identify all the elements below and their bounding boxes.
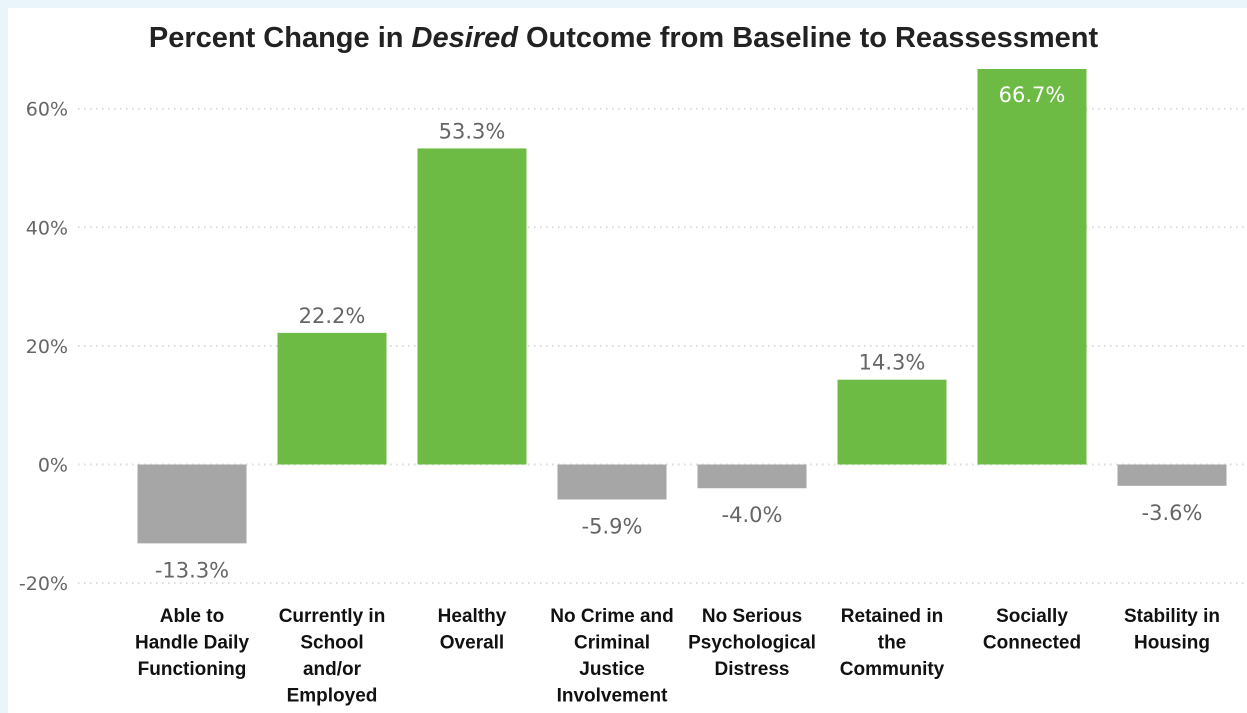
category-label-line: Justice: [579, 659, 644, 680]
category-label-line: Involvement: [557, 686, 669, 707]
bar: [417, 148, 527, 465]
title-part-2: Outcome from Baseline to Reassessment: [517, 22, 1099, 54]
bar: [557, 464, 667, 500]
category-label-line: Able to: [160, 606, 224, 627]
category-label-line: Healthy: [438, 606, 507, 627]
category-label: Retained in the Community: [840, 606, 945, 680]
category-label: No Serious Psychological Distress: [688, 606, 816, 680]
bar: [697, 464, 807, 489]
category-label-line: Overall: [440, 633, 504, 654]
category-label: Currently in School and/or Employed: [279, 606, 386, 707]
category-label: Socially Connected: [983, 606, 1081, 654]
category-label: Stability in Housing: [1124, 606, 1220, 654]
y-tick-label: -20%: [19, 573, 68, 595]
category-label-line: Community: [840, 659, 945, 680]
title-part-1: Percent Change in: [148, 22, 412, 54]
bar: [277, 332, 387, 465]
y-tick-label: 0%: [38, 455, 68, 477]
category-label-line: No Crime and: [550, 606, 674, 627]
category-label-line: and/or: [303, 659, 362, 680]
category-label: Healthy Overall: [438, 606, 507, 654]
bar: [837, 379, 947, 465]
category-label-line: Employed: [287, 686, 378, 707]
data-label: -3.6%: [1142, 501, 1203, 525]
y-tick-label: 20%: [26, 336, 68, 358]
bar: [137, 464, 247, 544]
data-label: -4.0%: [722, 503, 783, 527]
bar: [977, 68, 1087, 465]
category-label-line: Retained in: [841, 606, 943, 627]
category-label-line: Distress: [715, 659, 790, 680]
category-label-line: Currently in: [279, 606, 386, 627]
category-label-line: Socially: [996, 606, 1068, 627]
data-label: -13.3%: [155, 558, 229, 582]
category-label-line: Psychological: [688, 633, 816, 654]
title-part-emphasis: Desired: [411, 22, 518, 54]
category-label-line: Handle Daily: [135, 633, 249, 654]
category-label: No Crime and Criminal Justice Involvement: [550, 606, 674, 707]
category-label-line: School: [300, 633, 363, 654]
category-label-line: Stability in: [1124, 606, 1220, 627]
category-label-line: No Serious: [702, 606, 802, 627]
category-label-line: Functioning: [138, 659, 247, 680]
data-label: 53.3%: [439, 119, 506, 143]
data-label: 66.7%: [999, 83, 1066, 107]
data-label: -5.9%: [582, 514, 643, 538]
category-label-line: the: [878, 633, 907, 654]
category-label: Able to Handle Daily Functioning: [135, 606, 249, 680]
y-tick-label: 60%: [26, 99, 68, 121]
bar: [1117, 464, 1227, 486]
y-tick-label: 40%: [26, 217, 68, 239]
category-label-line: Housing: [1134, 633, 1210, 654]
data-label: 14.3%: [859, 351, 926, 375]
category-label-line: Connected: [983, 633, 1081, 654]
category-label-line: Criminal: [574, 633, 650, 654]
chart-title: Percent Change in Desired Outcome from B…: [0, 22, 1247, 55]
data-label: 22.2%: [299, 304, 366, 328]
